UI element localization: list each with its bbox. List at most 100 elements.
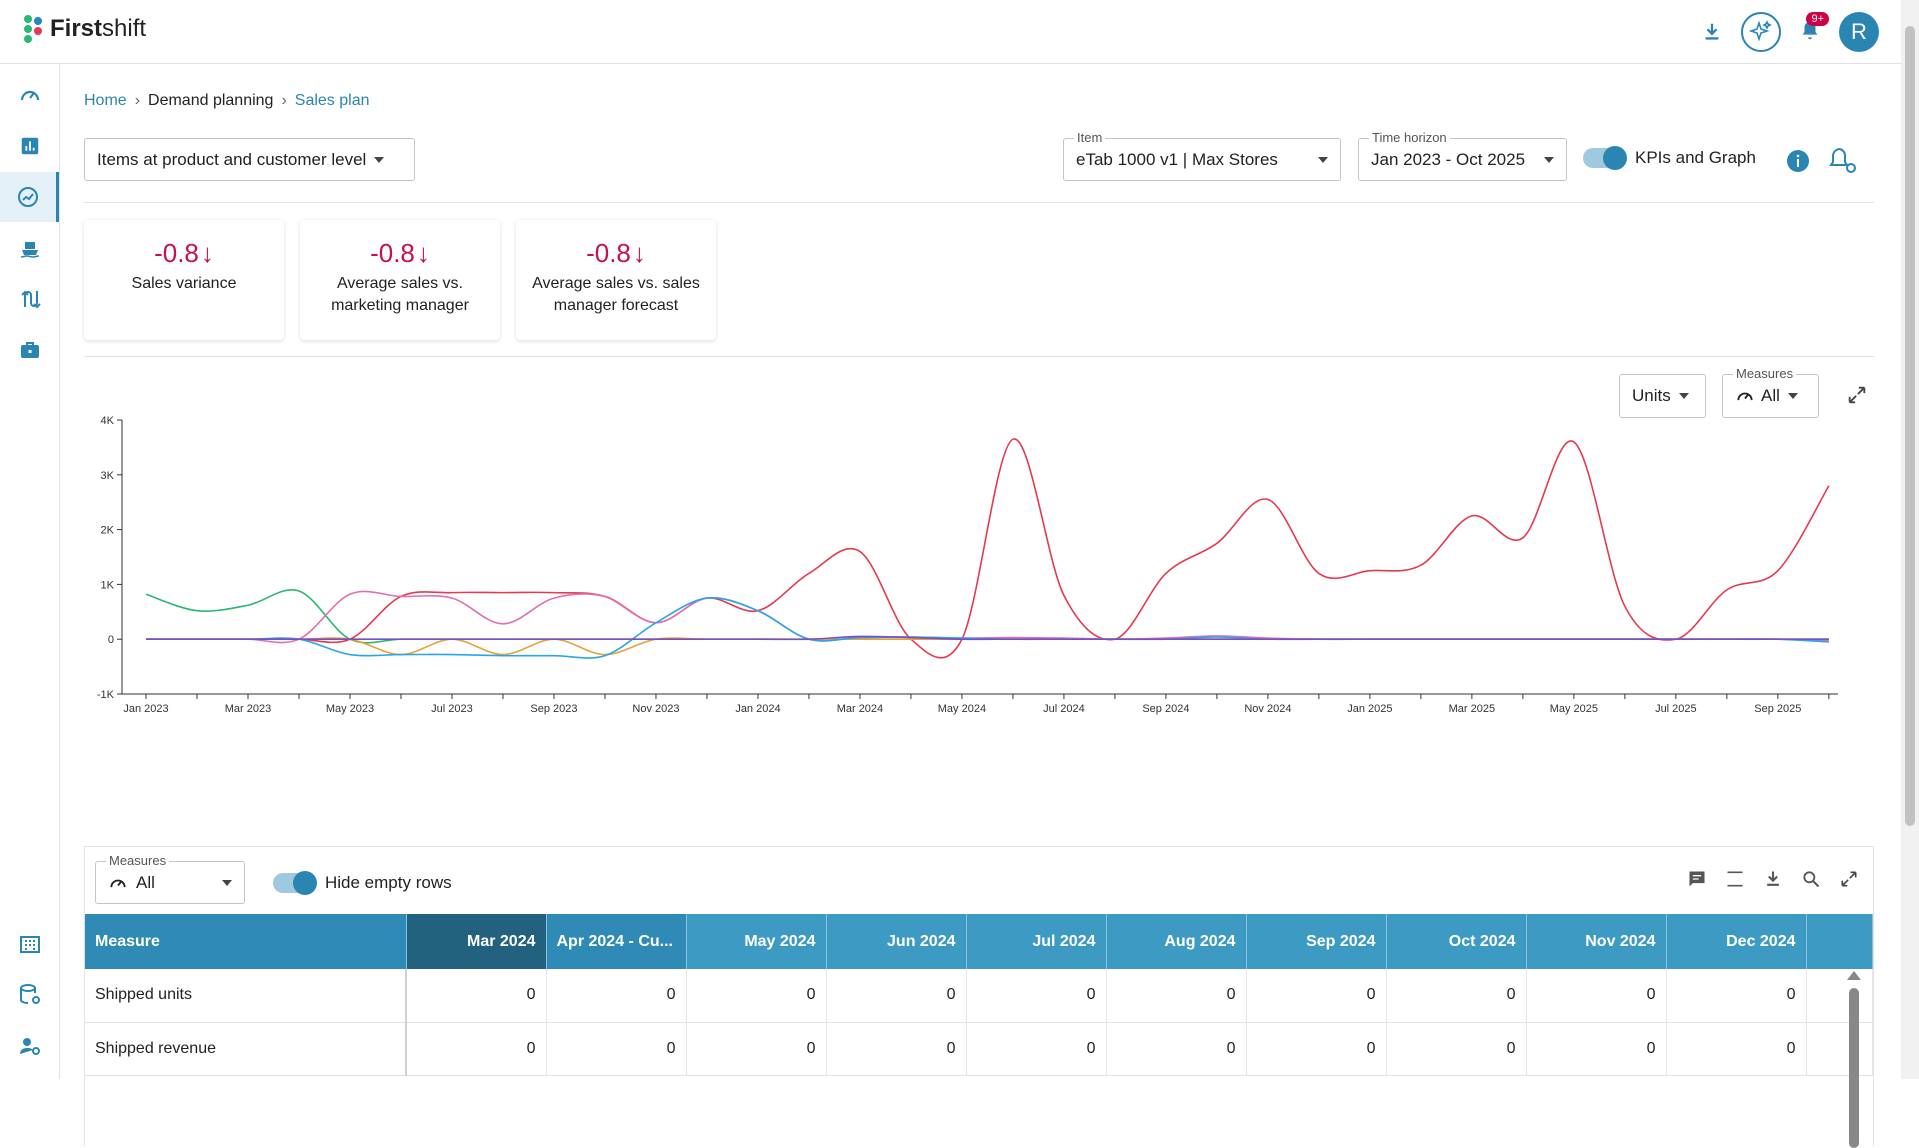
breadcrumb-section[interactable]: Demand planning — [148, 92, 274, 109]
expand-icon[interactable] — [1846, 384, 1868, 406]
nav-supply[interactable] — [0, 223, 59, 273]
page-scrollbar[interactable] — [1901, 0, 1919, 1079]
nav-demand-planning[interactable] — [0, 172, 59, 222]
table-cell[interactable]: 0 — [1526, 969, 1667, 1023]
table-cell[interactable]: 0 — [1106, 969, 1247, 1023]
table-cell[interactable]: 0 — [686, 969, 827, 1023]
gauge-icon — [1737, 392, 1753, 401]
hide-empty-rows-toggle[interactable] — [273, 871, 317, 895]
nav-dashboard[interactable] — [0, 70, 59, 120]
column-header[interactable]: Jul 2024 — [966, 914, 1107, 969]
table-cell[interactable]: 0 — [1246, 969, 1387, 1023]
breadcrumb-home[interactable]: Home — [84, 92, 127, 109]
table-cell[interactable]: 0 — [966, 1022, 1107, 1076]
grid-measures-select[interactable]: Measures All — [95, 853, 245, 904]
y-tick-label: 2K — [101, 525, 115, 537]
firstshift-logo[interactable]: Firstshift — [22, 14, 146, 44]
table-cell[interactable]: 0 — [1106, 1022, 1247, 1076]
table-cell[interactable]: 0 — [1666, 1022, 1807, 1076]
column-header[interactable]: Jun 2024 — [826, 914, 967, 969]
nav-organization[interactable] — [0, 919, 59, 969]
row-measure: Shipped units — [85, 969, 407, 1023]
info-icon[interactable] — [1786, 149, 1810, 173]
level-select-value: Items at product and customer level — [97, 149, 367, 169]
kpi-label: Average sales vs. marketing manager — [331, 275, 469, 314]
series-line-4[interactable] — [146, 596, 1829, 659]
series-line-2[interactable] — [146, 590, 1829, 644]
x-tick-label: May 2023 — [326, 703, 374, 715]
column-header[interactable]: Oct 2024 — [1386, 914, 1527, 969]
measures-value: All — [1761, 386, 1780, 405]
column-header-measure[interactable]: Measure — [85, 914, 407, 969]
table-cell[interactable]: 0 — [826, 1022, 967, 1076]
nav-scenarios[interactable] — [0, 274, 59, 324]
chevron-down-icon — [1787, 393, 1798, 399]
notification-badge: 9+ — [1806, 11, 1829, 26]
kpi-label: Average sales vs. sales manager forecast — [532, 275, 700, 314]
table-cell[interactable]: 0 — [1526, 1022, 1667, 1076]
download-icon[interactable] — [1701, 21, 1723, 43]
table-cell[interactable]: 0 — [406, 969, 547, 1023]
x-tick-label: Sep 2023 — [530, 703, 577, 715]
nav-reports[interactable] — [0, 121, 59, 171]
kpis-graph-toggle[interactable] — [1583, 146, 1627, 170]
expand-icon[interactable] — [1839, 869, 1859, 889]
nav-portfolio[interactable] — [0, 325, 59, 375]
x-tick-label: Jan 2024 — [735, 703, 780, 715]
column-header[interactable]: Aug 2024 — [1106, 914, 1247, 969]
item-select[interactable]: Item eTab 1000 v1 | Max Stores — [1063, 130, 1341, 181]
collapse-rows-icon[interactable] — [1725, 869, 1745, 889]
table-cell[interactable]: 0 — [1386, 1022, 1527, 1076]
table-cell[interactable]: 0 — [826, 969, 967, 1023]
table-cell[interactable]: 0 — [1386, 969, 1527, 1023]
download-icon[interactable] — [1763, 869, 1783, 889]
kpi-value: -0.8 — [586, 238, 631, 268]
table-cell[interactable]: 0 — [686, 1022, 827, 1076]
table-cell[interactable]: 0 — [966, 969, 1107, 1023]
column-header[interactable]: Apr 2024 - Cu... — [546, 914, 687, 969]
divider — [84, 356, 1874, 357]
column-header[interactable]: May 2024 — [686, 914, 827, 969]
nav-user-settings[interactable] — [0, 1021, 59, 1071]
chevron-down-icon — [1678, 393, 1689, 399]
column-header[interactable]: Dec 2024 — [1666, 914, 1807, 969]
time-horizon-select[interactable]: Time horizon Jan 2023 - Oct 2025 — [1358, 130, 1567, 181]
sales-chart: -1K 0 1K 2K 3K 4K Jan 2023 Mar 2023 May 2023 Jul … — [84, 404, 1874, 874]
column-header[interactable]: Nov 2024 — [1526, 914, 1667, 969]
item-select-label: Item — [1074, 130, 1106, 145]
ship-icon — [20, 242, 39, 258]
comment-icon[interactable] — [1687, 869, 1707, 889]
x-tick-label: Jan 2025 — [1347, 703, 1392, 715]
table-scrollbar[interactable] — [1847, 967, 1861, 1148]
alert-settings-icon[interactable] — [1827, 144, 1859, 176]
nav-data-settings[interactable] — [0, 970, 59, 1020]
x-tick-label: Nov 2023 — [632, 703, 679, 715]
notifications-button[interactable]: 9+ — [1799, 11, 1829, 47]
chart-measures-select[interactable]: Measures All — [1722, 366, 1819, 418]
building-icon — [19, 936, 40, 953]
column-header[interactable]: Sep 2024 — [1246, 914, 1387, 969]
table-cell[interactable]: 0 — [546, 1022, 687, 1076]
x-tick-label: Sep 2025 — [1754, 703, 1801, 715]
column-header-spacer — [1806, 914, 1873, 969]
x-tick-label: Mar 2023 — [225, 703, 271, 715]
y-tick-label: 4K — [101, 415, 115, 427]
series-line-5[interactable] — [146, 635, 1829, 641]
chevron-down-icon — [1544, 156, 1554, 163]
table-cell[interactable]: 0 — [546, 969, 687, 1023]
table-cell[interactable]: 0 — [1246, 1022, 1387, 1076]
series-line-0[interactable] — [146, 438, 1830, 659]
ai-assistant-button[interactable] — [1741, 12, 1781, 52]
y-tick-label: 1K — [101, 579, 115, 591]
series-line-3[interactable] — [146, 637, 1829, 656]
level-select[interactable]: Items at product and customer level — [84, 138, 415, 181]
kpi-card-sales-manager-forecast: -0.8 ↓ Average sales vs. sales manager fo… — [516, 220, 716, 340]
x-tick-label: Jul 2024 — [1043, 703, 1085, 715]
search-icon[interactable] — [1801, 869, 1821, 889]
table-cell[interactable]: 0 — [1666, 969, 1807, 1023]
table-cell[interactable]: 0 — [406, 1022, 547, 1076]
user-avatar[interactable]: R — [1839, 12, 1879, 52]
units-select[interactable]: Units — [1619, 374, 1706, 418]
column-header[interactable]: Mar 2024 — [406, 914, 547, 969]
y-tick-label: -1K — [97, 689, 115, 701]
